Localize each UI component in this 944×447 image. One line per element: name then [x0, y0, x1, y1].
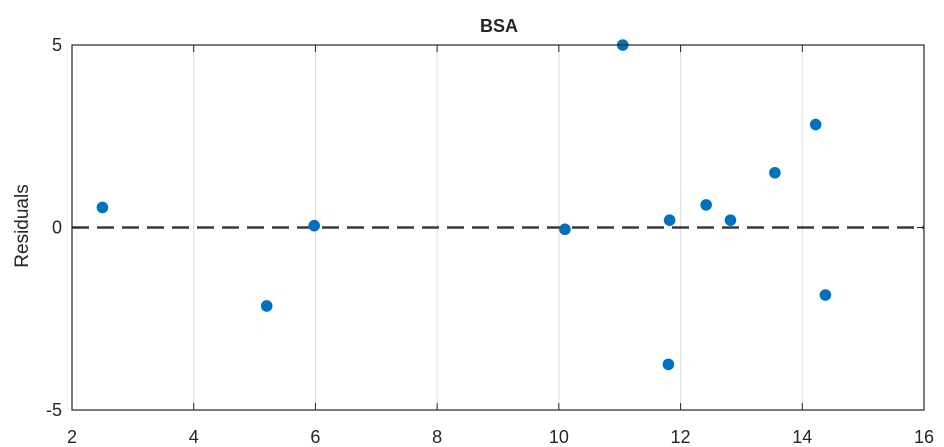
chart-title: BSA: [480, 16, 518, 36]
residual-point: [663, 214, 676, 226]
residual-point: [769, 166, 781, 179]
residual-point: [809, 118, 822, 131]
data-points: [96, 39, 832, 371]
residual-point: [662, 358, 675, 371]
x-tick-label: 6: [310, 427, 320, 447]
x-tick-label: 8: [432, 427, 442, 447]
y-axis-ticks: -5 0 5: [46, 35, 924, 420]
residual-point: [819, 289, 832, 301]
y-tick-label: 5: [52, 35, 62, 55]
y-axis-label: Residuals: [12, 184, 33, 267]
residual-point: [700, 199, 712, 211]
residual-point: [96, 201, 109, 214]
x-axis-ticks: 2 4 6 8 10 12 14 16: [67, 45, 934, 447]
x-tick-label: 14: [792, 427, 812, 447]
x-tick-label: 2: [67, 427, 77, 447]
x-tick-label: 10: [549, 427, 569, 447]
residual-point: [559, 223, 571, 236]
residual-point: [724, 214, 737, 226]
residual-point: [260, 300, 273, 312]
x-tick-label: 4: [189, 427, 199, 447]
y-tick-label: 0: [52, 218, 62, 238]
residual-point: [308, 219, 321, 232]
x-tick-label: 16: [914, 427, 934, 447]
y-tick-label: -5: [46, 400, 62, 420]
x-tick-label: 12: [671, 427, 691, 447]
